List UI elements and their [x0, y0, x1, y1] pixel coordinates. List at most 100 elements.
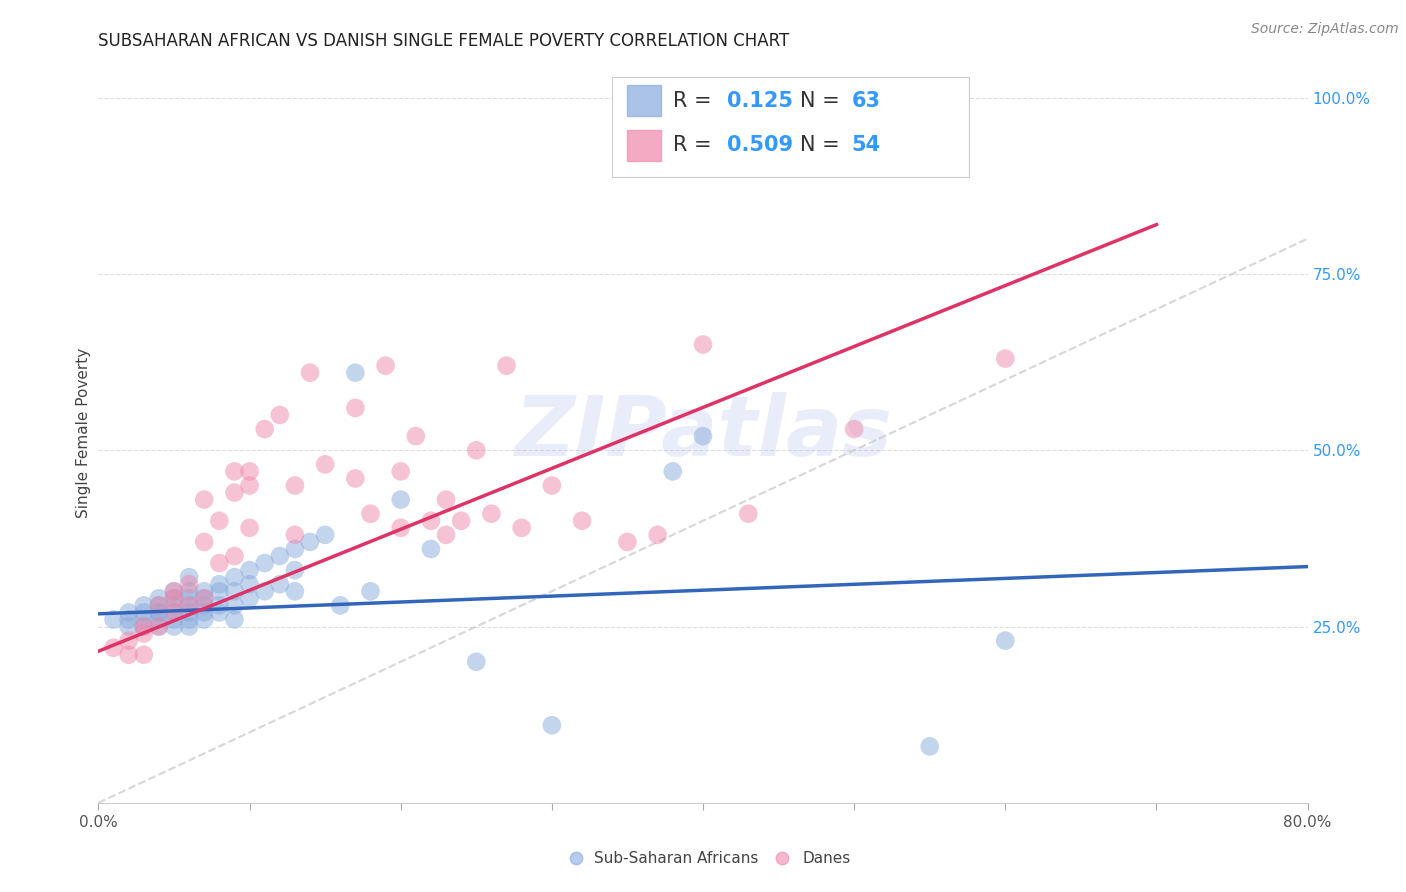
- Point: [420, 541, 443, 556]
- Point: [103, 640, 125, 655]
- Point: [239, 591, 262, 606]
- Point: [132, 606, 155, 620]
- Point: [118, 619, 141, 633]
- Point: [163, 584, 186, 599]
- Point: [208, 577, 231, 591]
- Text: 54: 54: [852, 136, 880, 155]
- Point: [179, 599, 201, 613]
- Point: [284, 563, 307, 577]
- Point: [269, 549, 291, 563]
- Point: [224, 612, 246, 626]
- Point: [405, 429, 427, 443]
- Point: [465, 655, 488, 669]
- Point: [994, 633, 1017, 648]
- Text: N =: N =: [800, 136, 846, 155]
- Point: [118, 633, 141, 648]
- Point: [148, 591, 170, 606]
- Point: [163, 606, 186, 620]
- Point: [208, 514, 231, 528]
- Point: [540, 718, 562, 732]
- Point: [163, 606, 186, 620]
- Text: N =: N =: [800, 91, 846, 111]
- Point: [224, 570, 246, 584]
- Point: [193, 599, 215, 613]
- Point: [314, 458, 336, 472]
- Point: [571, 514, 593, 528]
- Point: [179, 584, 201, 599]
- Point: [495, 359, 517, 373]
- Point: [179, 612, 201, 626]
- Point: [465, 443, 488, 458]
- Point: [510, 521, 533, 535]
- Point: [163, 612, 186, 626]
- Point: [374, 359, 396, 373]
- Point: [193, 492, 215, 507]
- Point: [193, 584, 215, 599]
- Point: [616, 535, 638, 549]
- Point: [692, 429, 714, 443]
- Point: [132, 626, 155, 640]
- Point: [179, 577, 201, 591]
- Point: [179, 619, 201, 633]
- Point: [179, 570, 201, 584]
- Point: [163, 599, 186, 613]
- Point: [239, 521, 262, 535]
- Point: [918, 739, 941, 754]
- Point: [132, 619, 155, 633]
- Point: [193, 591, 215, 606]
- Point: [692, 337, 714, 351]
- Point: [360, 584, 382, 599]
- Point: [647, 528, 669, 542]
- Point: [103, 612, 125, 626]
- Point: [193, 606, 215, 620]
- Point: [239, 478, 262, 492]
- Point: [284, 541, 307, 556]
- Point: [148, 599, 170, 613]
- Point: [163, 591, 186, 606]
- Point: [661, 464, 683, 478]
- Point: [179, 591, 201, 606]
- Point: [844, 422, 866, 436]
- Point: [344, 401, 367, 415]
- Point: [118, 612, 141, 626]
- Point: [389, 464, 412, 478]
- Point: [118, 648, 141, 662]
- Text: R =: R =: [672, 91, 718, 111]
- Y-axis label: Single Female Poverty: Single Female Poverty: [76, 348, 91, 517]
- Text: Sub-Saharan Africans: Sub-Saharan Africans: [595, 851, 759, 866]
- Text: 0.509: 0.509: [727, 136, 793, 155]
- Point: [360, 507, 382, 521]
- Point: [224, 549, 246, 563]
- Text: Source: ZipAtlas.com: Source: ZipAtlas.com: [1251, 22, 1399, 37]
- Point: [434, 492, 457, 507]
- Point: [208, 584, 231, 599]
- Point: [163, 619, 186, 633]
- Point: [193, 612, 215, 626]
- Point: [163, 584, 186, 599]
- Point: [344, 471, 367, 485]
- Point: [208, 606, 231, 620]
- Point: [148, 612, 170, 626]
- Point: [193, 591, 215, 606]
- Point: [434, 528, 457, 542]
- Point: [179, 606, 201, 620]
- Point: [193, 535, 215, 549]
- Point: [208, 599, 231, 613]
- Point: [389, 492, 412, 507]
- Text: SUBSAHARAN AFRICAN VS DANISH SINGLE FEMALE POVERTY CORRELATION CHART: SUBSAHARAN AFRICAN VS DANISH SINGLE FEMA…: [98, 32, 790, 50]
- Point: [118, 606, 141, 620]
- Point: [148, 619, 170, 633]
- Point: [224, 464, 246, 478]
- Point: [239, 563, 262, 577]
- Point: [148, 619, 170, 633]
- Point: [737, 507, 759, 521]
- Bar: [627, 86, 661, 117]
- Point: [148, 606, 170, 620]
- Point: [132, 599, 155, 613]
- Point: [132, 619, 155, 633]
- Point: [224, 599, 246, 613]
- Point: [314, 528, 336, 542]
- Point: [163, 591, 186, 606]
- Point: [239, 577, 262, 591]
- Point: [344, 366, 367, 380]
